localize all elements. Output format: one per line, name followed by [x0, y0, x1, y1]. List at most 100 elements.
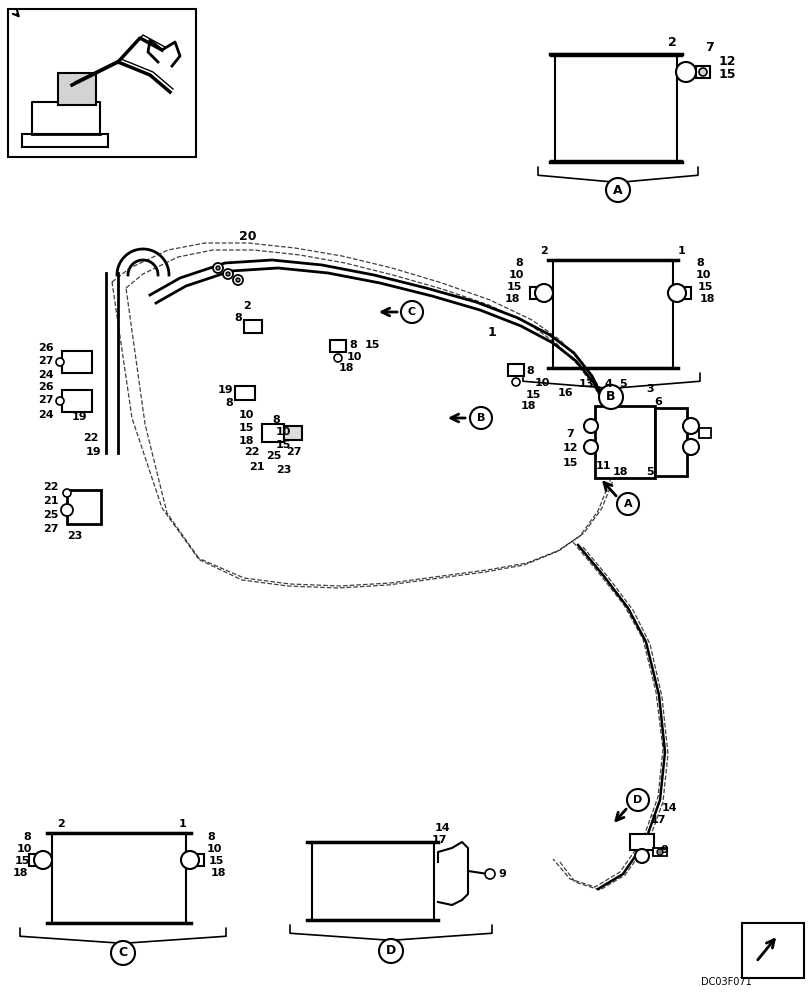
Text: 10: 10 — [275, 427, 290, 437]
Text: 27: 27 — [38, 395, 54, 405]
Bar — [8, 9, 195, 157]
Text: 24: 24 — [38, 370, 54, 380]
Text: 23: 23 — [276, 465, 291, 475]
Bar — [311, 842, 433, 920]
Bar — [58, 73, 96, 105]
Text: 8: 8 — [234, 313, 242, 323]
Circle shape — [616, 493, 638, 515]
Text: 10: 10 — [345, 352, 361, 362]
Circle shape — [225, 272, 230, 276]
Circle shape — [333, 354, 341, 362]
Text: 27: 27 — [286, 447, 302, 457]
Text: 9: 9 — [659, 845, 667, 855]
Text: A: A — [623, 499, 632, 509]
Text: 26: 26 — [38, 382, 54, 392]
Bar — [190, 854, 204, 866]
Text: 22: 22 — [84, 433, 99, 443]
Text: 15: 15 — [208, 856, 223, 866]
Text: 15: 15 — [364, 340, 380, 350]
Circle shape — [605, 178, 629, 202]
Circle shape — [470, 407, 491, 429]
Text: 5: 5 — [646, 467, 653, 477]
Bar — [62, 351, 92, 373]
Text: D: D — [633, 795, 642, 805]
Bar — [695, 66, 709, 78]
Text: 15: 15 — [697, 282, 712, 292]
Text: 8: 8 — [349, 340, 357, 350]
Circle shape — [216, 266, 220, 270]
Text: 8: 8 — [526, 366, 533, 376]
Text: 19: 19 — [72, 412, 88, 422]
Text: 8: 8 — [695, 258, 703, 268]
Text: 18: 18 — [504, 294, 519, 304]
Text: 7: 7 — [705, 41, 714, 54]
Text: 2: 2 — [57, 819, 65, 829]
Bar — [284, 426, 302, 440]
Bar — [52, 833, 186, 923]
Circle shape — [676, 62, 695, 82]
Text: 10: 10 — [694, 270, 710, 280]
Text: 8: 8 — [225, 398, 233, 408]
Text: B: B — [606, 390, 615, 403]
Circle shape — [34, 851, 52, 869]
Text: DC03F071: DC03F071 — [700, 977, 750, 987]
Circle shape — [181, 851, 199, 869]
Bar — [629, 834, 653, 850]
Text: 15: 15 — [718, 68, 735, 81]
Text: 9: 9 — [497, 869, 505, 879]
Circle shape — [634, 849, 648, 863]
Circle shape — [111, 941, 135, 965]
Circle shape — [56, 358, 64, 366]
Text: 2: 2 — [667, 36, 676, 49]
Circle shape — [626, 789, 648, 811]
Text: 3: 3 — [646, 384, 653, 394]
Bar — [676, 287, 690, 299]
Text: 20: 20 — [239, 230, 256, 242]
Bar — [329, 340, 345, 352]
Bar — [654, 408, 686, 476]
Bar — [234, 386, 255, 400]
Text: 13: 13 — [577, 379, 593, 389]
Text: 10: 10 — [206, 844, 221, 854]
Text: 10: 10 — [238, 410, 253, 420]
Bar — [594, 406, 654, 478]
Bar — [530, 287, 543, 299]
Text: 15: 15 — [15, 856, 30, 866]
Text: 1: 1 — [179, 819, 187, 829]
Bar — [67, 490, 101, 524]
Text: 17: 17 — [431, 835, 446, 845]
Text: B: B — [476, 413, 485, 423]
Text: 18: 18 — [338, 363, 354, 373]
Polygon shape — [32, 102, 100, 134]
Text: 25: 25 — [266, 451, 281, 461]
Circle shape — [212, 263, 223, 273]
Text: 22: 22 — [43, 482, 58, 492]
Text: 21: 21 — [249, 462, 264, 472]
Circle shape — [583, 440, 597, 454]
Text: 1: 1 — [677, 246, 685, 256]
Text: 25: 25 — [43, 510, 58, 520]
Text: 18: 18 — [698, 294, 714, 304]
Text: 18: 18 — [238, 436, 253, 446]
Text: 15: 15 — [506, 282, 521, 292]
Circle shape — [56, 397, 64, 405]
Circle shape — [583, 419, 597, 433]
Text: 5: 5 — [619, 379, 626, 389]
Bar — [552, 260, 672, 368]
Circle shape — [401, 301, 423, 323]
Circle shape — [61, 504, 73, 516]
Text: 27: 27 — [43, 524, 58, 534]
Text: 2: 2 — [242, 301, 251, 311]
Bar — [698, 428, 710, 438]
Text: 18: 18 — [611, 467, 627, 477]
Bar — [508, 364, 523, 376]
Bar — [29, 854, 43, 866]
Bar — [554, 54, 676, 162]
Text: 12: 12 — [561, 443, 577, 453]
Circle shape — [682, 439, 698, 455]
Circle shape — [656, 849, 663, 855]
Text: 18: 18 — [520, 401, 535, 411]
Text: 15: 15 — [562, 458, 577, 468]
Text: 14: 14 — [662, 803, 677, 813]
Circle shape — [236, 278, 240, 282]
